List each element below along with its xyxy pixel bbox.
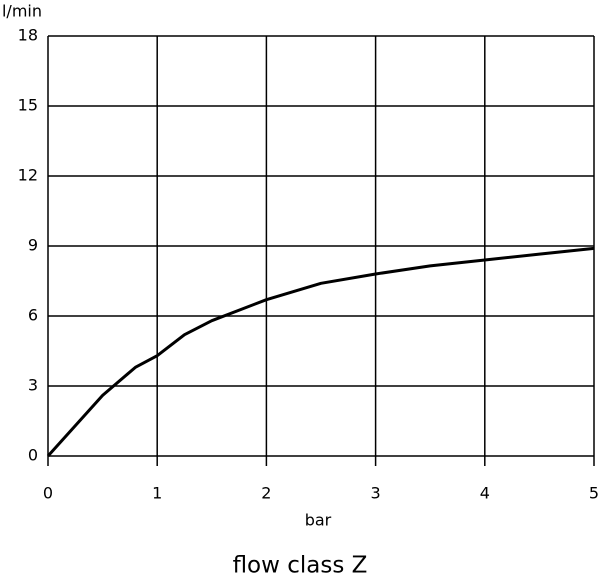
y-tick-label: 12 (18, 166, 38, 185)
y-axis-label: l/min (2, 2, 42, 21)
chart-title: flow class Z (233, 553, 368, 579)
y-tick-label: 3 (28, 376, 38, 395)
x-tick-label: 5 (589, 484, 599, 503)
x-tick-label: 0 (43, 484, 53, 503)
data-line (46, 246, 595, 458)
x-tick-label: 4 (480, 484, 490, 503)
x-axis-label: bar (305, 511, 332, 530)
y-tick-label: 9 (28, 236, 38, 255)
x-tick-label: 1 (152, 484, 162, 503)
x-tick-label: 2 (261, 484, 271, 503)
x-tick-label: 3 (371, 484, 381, 503)
y-tick-label: 0 (28, 446, 38, 465)
y-tick-label: 15 (18, 96, 38, 115)
y-tick-label: 18 (18, 26, 38, 45)
y-tick-label: 6 (28, 306, 38, 325)
